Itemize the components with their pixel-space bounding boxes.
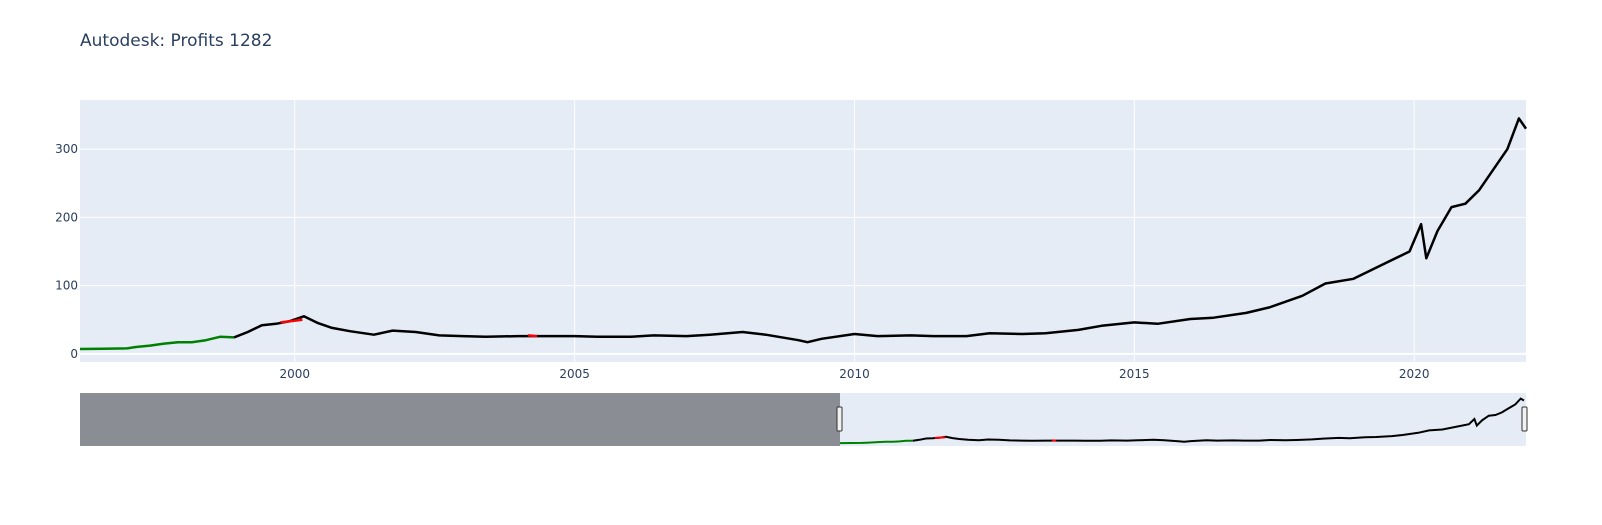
range-slider-handle-right[interactable]: [1521, 406, 1528, 432]
range-slider-mask: [80, 393, 840, 446]
series-line-1[interactable]: [233, 117, 1528, 344]
y-tick-label: 0: [70, 347, 78, 361]
x-axis: 2000 2005 2010 2015 2020: [279, 367, 1429, 381]
plot-background: [80, 100, 1526, 362]
y-axis: 0 100 200 300: [55, 142, 78, 361]
slider-series-line-2: [934, 436, 946, 439]
slider-series-line-1: [912, 397, 1525, 443]
x-tick-label: 2000: [279, 367, 310, 381]
slider-series-line-0: [839, 439, 913, 445]
y-tick-label: 300: [55, 142, 78, 156]
grid-lines: [80, 100, 1526, 362]
y-tick-label: 100: [55, 279, 78, 293]
x-tick-label: 2020: [1399, 367, 1430, 381]
series-line-0[interactable]: [79, 335, 235, 351]
x-tick-label: 2005: [559, 367, 590, 381]
range-slider-handle-left[interactable]: [836, 406, 843, 432]
x-tick-label: 2015: [1119, 367, 1150, 381]
series-line-2[interactable]: [280, 318, 303, 324]
series-lines[interactable]: [79, 117, 1528, 351]
chart-title: Autodesk: Profits 1282: [80, 31, 273, 51]
series-line-3[interactable]: [527, 334, 538, 338]
y-tick-label: 200: [55, 210, 78, 224]
x-tick-label: 2010: [839, 367, 870, 381]
range-slider[interactable]: [80, 393, 1528, 446]
